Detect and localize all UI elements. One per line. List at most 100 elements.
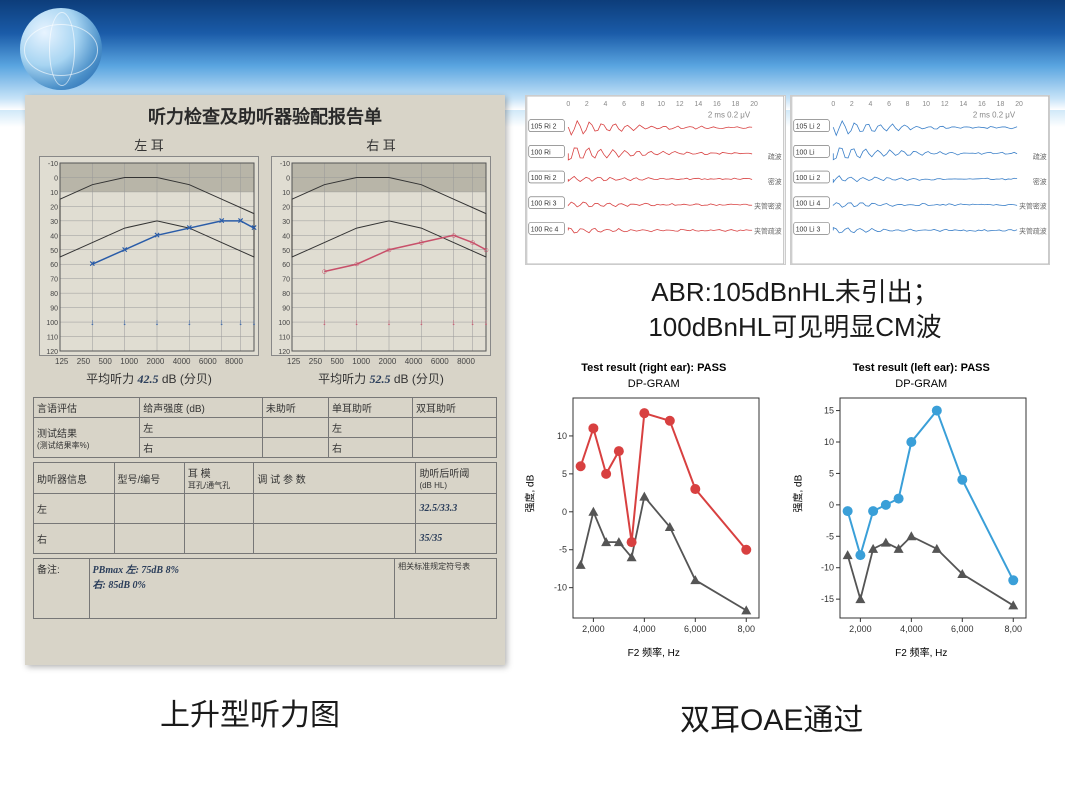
- svg-text:10: 10: [282, 190, 290, 197]
- svg-text:100: 100: [46, 320, 58, 327]
- svg-text:20: 20: [750, 101, 758, 108]
- svg-text:○: ○: [321, 266, 327, 277]
- svg-text:-10: -10: [821, 563, 834, 573]
- svg-text:↓: ↓: [90, 317, 95, 327]
- tr-label: 测试结果: [37, 429, 77, 440]
- abr-chart-right-ear: 024681012141618202 ms 0.2 μV105 Ri 2100 …: [525, 95, 786, 265]
- dpoae-panel: Test result (right ear): PASS DP-GRAM 强度…: [525, 360, 1050, 690]
- svg-text:80: 80: [50, 291, 58, 298]
- svg-text:12: 12: [940, 101, 948, 108]
- fh-col2: 给声强度 (dB): [140, 398, 263, 418]
- tr-left: 左: [140, 418, 263, 438]
- svg-text:90: 90: [50, 306, 58, 313]
- svg-text:50: 50: [282, 248, 290, 255]
- dpoae-left-ear: Test result (left ear): PASS DP-GRAM 强度,…: [793, 360, 1051, 690]
- svg-text:夹管疏波: 夹管疏波: [754, 226, 782, 235]
- svg-text:90: 90: [282, 306, 290, 313]
- svg-text:70: 70: [282, 277, 290, 284]
- svg-text:10: 10: [50, 190, 58, 197]
- svg-text:↓: ↓: [484, 317, 489, 327]
- dpoae-right-ear: Test result (right ear): PASS DP-GRAM 强度…: [525, 360, 783, 690]
- svg-text:14: 14: [959, 101, 967, 108]
- svg-text:40: 40: [50, 233, 58, 240]
- svg-text:0: 0: [562, 507, 567, 517]
- svg-text:2 ms 0.2 μV: 2 ms 0.2 μV: [708, 111, 751, 120]
- svg-text:8: 8: [641, 101, 645, 108]
- svg-text:105 Li 2: 105 Li 2: [795, 124, 820, 131]
- svg-text:×: ×: [238, 216, 244, 227]
- svg-text:100 Li 3: 100 Li 3: [795, 226, 820, 233]
- svg-text:14: 14: [694, 101, 702, 108]
- svg-text:4: 4: [868, 101, 872, 108]
- dh-col1: 助听器信息: [34, 463, 115, 494]
- svg-text:2,000: 2,000: [582, 624, 605, 634]
- svg-text:70: 70: [50, 277, 58, 284]
- svg-text:疏波: 疏波: [1032, 152, 1046, 161]
- form-tables: 言语评估 给声强度 (dB) 未助听 单耳助听 双耳助听 测试结果(测试结果率%…: [25, 391, 505, 629]
- right-ear-label: 右 耳: [271, 133, 491, 156]
- svg-text:20: 20: [282, 204, 290, 211]
- dev-left-val: 32.5/33.3: [416, 494, 497, 524]
- svg-text:20: 20: [50, 204, 58, 211]
- svg-text:○: ○: [386, 245, 392, 256]
- svg-text:110: 110: [279, 335, 290, 342]
- svg-text:100 Ri: 100 Ri: [531, 149, 551, 156]
- dh-col3b: 耳孔/通气孔: [188, 481, 230, 490]
- dev-right-val: 35/35: [416, 524, 497, 554]
- dp-r-sub: DP-GRAM: [525, 376, 783, 392]
- svg-text:○: ○: [354, 259, 360, 270]
- avg-label-r: 平均听力: [318, 372, 366, 386]
- svg-text:↓: ↓: [322, 317, 327, 327]
- svg-text:↓: ↓: [470, 317, 475, 327]
- svg-text:夹管疏波: 夹管疏波: [1019, 226, 1047, 235]
- dev-right: 右: [34, 524, 115, 554]
- svg-text:8,00: 8,00: [737, 624, 755, 634]
- svg-text:-10: -10: [280, 161, 290, 168]
- legend-box: 相关标准规定符号表: [395, 559, 497, 619]
- svg-text:0: 0: [829, 500, 834, 510]
- svg-text:0: 0: [286, 175, 290, 182]
- avg-right-value: 52.5: [370, 372, 391, 386]
- svg-text:100 Li 4: 100 Li 4: [795, 201, 820, 208]
- abr-caption: ABR:105dBnHL未引出； 100dBnHL可见明显CM波: [545, 275, 1045, 345]
- notes-1: PBmax 左: 75dB 8%: [93, 561, 392, 576]
- svg-text:夹管密波: 夹管密波: [754, 202, 782, 211]
- svg-text:100 Li 2: 100 Li 2: [795, 175, 820, 182]
- tr-left2: 左: [329, 418, 413, 438]
- svg-text:4,000: 4,000: [633, 624, 656, 634]
- svg-text:×: ×: [186, 223, 192, 234]
- dp-l-yl: 强度, dB: [789, 475, 804, 513]
- svg-text:2 ms 0.2 μV: 2 ms 0.2 μV: [972, 111, 1015, 120]
- svg-text:↓: ↓: [155, 317, 160, 327]
- fh-col3: 未助听: [262, 398, 328, 418]
- svg-text:0: 0: [831, 101, 835, 108]
- svg-text:↓: ↓: [238, 317, 243, 327]
- left-ear-label: 左 耳: [39, 133, 259, 156]
- avg-left-value: 42.5: [138, 372, 159, 386]
- svg-text:8: 8: [905, 101, 909, 108]
- audiogram-left-ear: 左 耳 -100102030405060708090100110120×××××…: [39, 133, 259, 391]
- svg-text:4,000: 4,000: [900, 624, 923, 634]
- abr-line1: ABR:105dBnHL未引出；: [545, 275, 1045, 310]
- svg-text:↓: ↓: [187, 317, 192, 327]
- svg-text:-10: -10: [48, 161, 58, 168]
- dp-l-sub: DP-GRAM: [793, 376, 1051, 392]
- avg-label: 平均听力: [86, 372, 134, 386]
- dp-l-xl: F2 频率, Hz: [793, 642, 1051, 659]
- avg-unit: dB (分贝): [162, 372, 212, 386]
- svg-text:100 Ri 2: 100 Ri 2: [531, 175, 557, 182]
- notes-2: 右: 85dB 0%: [93, 576, 392, 591]
- svg-text:×: ×: [251, 223, 257, 234]
- svg-text:2: 2: [585, 101, 589, 108]
- svg-text:密波: 密波: [768, 177, 782, 186]
- svg-text:6: 6: [622, 101, 626, 108]
- svg-text:30: 30: [50, 219, 58, 226]
- svg-text:↓: ↓: [219, 317, 224, 327]
- svg-text:夹管密波: 夹管密波: [1019, 202, 1047, 211]
- fh-col1: 言语评估: [34, 398, 140, 418]
- svg-text:6: 6: [887, 101, 891, 108]
- svg-text:×: ×: [89, 259, 95, 270]
- caption-right: 双耳OAE通过: [680, 695, 863, 739]
- svg-text:80: 80: [282, 291, 290, 298]
- svg-text:15: 15: [824, 406, 834, 416]
